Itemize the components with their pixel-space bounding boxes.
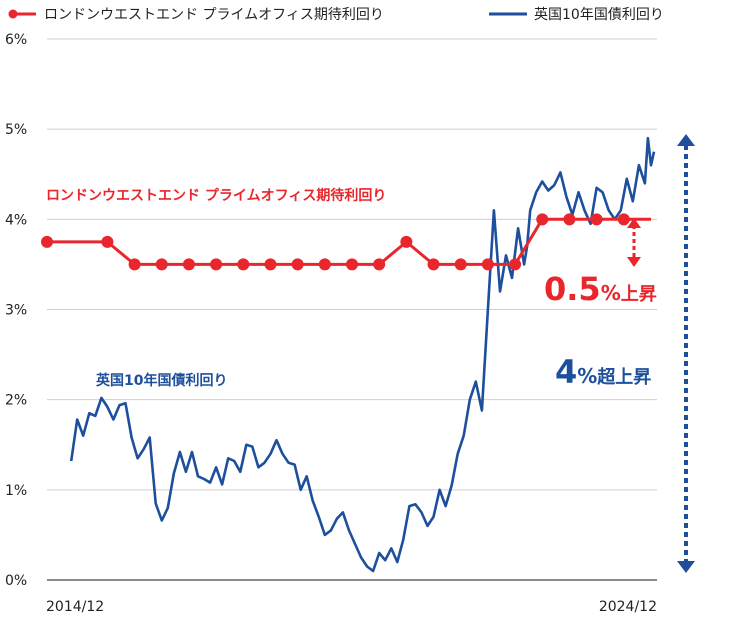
y-tick-label: 5% bbox=[5, 122, 27, 138]
blue-increase-arrow bbox=[677, 134, 695, 573]
office-yield-point bbox=[155, 258, 168, 271]
y-tick-label: 2% bbox=[5, 393, 27, 409]
office-yield-point bbox=[128, 258, 141, 271]
y-tick-label: 0% bbox=[5, 573, 27, 589]
office-yield-point bbox=[210, 258, 223, 271]
y-tick-label: 3% bbox=[5, 303, 27, 319]
office-yield-point bbox=[617, 213, 630, 226]
legend-item-gilt-yield: 英国10年国債利回り bbox=[489, 6, 664, 23]
office-yield-point bbox=[454, 258, 467, 271]
gilt-increase-value: 4 bbox=[555, 353, 577, 391]
gilt-series-label: 英国10年国債利回り bbox=[95, 372, 227, 389]
y-tick-label: 1% bbox=[5, 483, 27, 499]
legend-item-office-yield: ロンドンウエストエンド プライムオフィス期待利回り bbox=[8, 7, 384, 23]
x-tick-label-start: 2014/12 bbox=[46, 599, 104, 615]
gilt-yield-line bbox=[69, 136, 656, 573]
office-yield-point bbox=[237, 258, 250, 271]
office-yield-point bbox=[373, 258, 386, 271]
office-yield-point bbox=[182, 258, 195, 271]
office-yield-point bbox=[346, 258, 358, 271]
office-yield-point bbox=[101, 235, 114, 248]
office-yield-point bbox=[590, 213, 603, 226]
gilt-increase-annotation: 4%超上昇 bbox=[555, 353, 651, 391]
grid bbox=[47, 38, 657, 581]
legend-office-marker bbox=[8, 9, 18, 19]
office-increase-annotation: 0.5%上昇 bbox=[544, 270, 657, 308]
office-yield-point bbox=[481, 258, 494, 271]
office-yield-line bbox=[47, 217, 651, 266]
office-yield-point bbox=[400, 235, 413, 248]
y-tick-label: 6% bbox=[5, 32, 27, 48]
y-axis-ticks: 0% 1% 2% 3% 4% 5% 6% bbox=[5, 32, 27, 589]
legend: ロンドンウエストエンド プライムオフィス期待利回り 英国10年国債利回り bbox=[8, 6, 664, 23]
office-yield-point bbox=[509, 258, 522, 271]
office-increase-unit: % bbox=[601, 281, 621, 305]
x-axis-ticks: 2014/12 2024/12 bbox=[46, 599, 657, 615]
gilt-increase-unit: % bbox=[577, 364, 597, 388]
office-yield-point bbox=[536, 213, 549, 226]
office-increase-value: 0.5 bbox=[544, 270, 601, 308]
office-yield-point bbox=[427, 258, 440, 271]
office-yield-point bbox=[291, 258, 304, 271]
red-increase-arrow bbox=[627, 218, 641, 267]
office-yield-point bbox=[41, 235, 53, 248]
office-series-label: ロンドンウエストエンド プライムオフィス期待利回り bbox=[46, 187, 386, 204]
y-tick-label: 4% bbox=[5, 212, 27, 228]
series-layer bbox=[41, 136, 656, 573]
office-yield-point bbox=[264, 258, 277, 271]
office-yield-point bbox=[563, 213, 576, 226]
office-increase-tail: 上昇 bbox=[621, 284, 657, 305]
legend-office-label: ロンドンウエストエンド プライムオフィス期待利回り bbox=[44, 7, 384, 23]
gilt-increase-tail: 超上昇 bbox=[597, 366, 651, 388]
legend-gilt-label: 英国10年国債利回り bbox=[534, 6, 664, 23]
office-yield-point bbox=[318, 258, 331, 271]
x-tick-label-end: 2024/12 bbox=[599, 599, 657, 615]
